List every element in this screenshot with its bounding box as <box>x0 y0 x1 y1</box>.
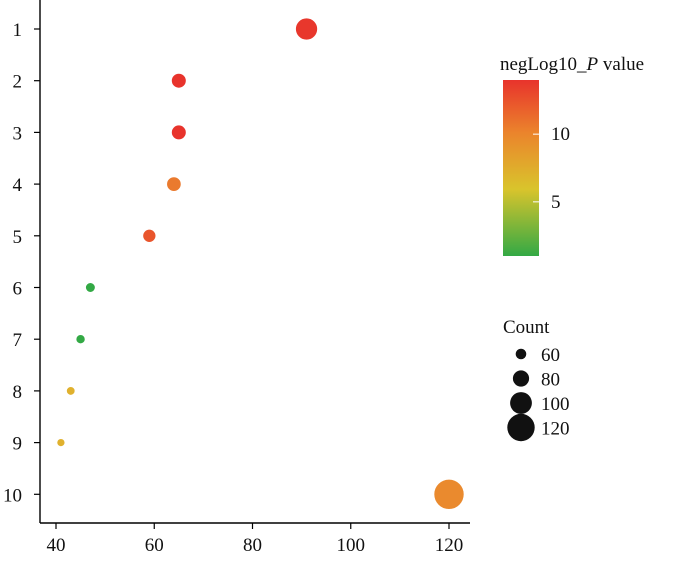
color-legend-title-suffix: value <box>598 54 644 75</box>
y-tick-label: 7 <box>13 330 23 351</box>
x-tick-label: 40 <box>47 535 66 556</box>
color-legend: negLog10_P value 5 10 <box>500 54 644 256</box>
x-tick-label: 60 <box>145 535 164 556</box>
color-legend-title-italic: P <box>586 54 599 75</box>
y-tick-label: 9 <box>13 434 23 455</box>
bubble-point <box>170 72 187 89</box>
size-legend-dot <box>512 370 530 387</box>
y-tick-label: 3 <box>13 123 23 144</box>
bubble-point <box>56 437 66 448</box>
bubble-point <box>294 17 319 41</box>
color-legend-tick-label: 10 <box>551 124 570 145</box>
color-legend-title-prefix: negLog10_ <box>500 54 587 75</box>
bubble-point <box>433 478 465 510</box>
y-tick-label: 2 <box>13 72 23 93</box>
plot-area: 1 2 3 4 5 6 7 8 9 10 40 60 80 100 120 <box>3 0 470 556</box>
y-tick-label: 1 <box>13 20 23 41</box>
color-legend-title: negLog10_P value <box>500 54 644 75</box>
color-legend-tick-label: 5 <box>551 192 561 213</box>
size-legend-label: 60 <box>541 345 560 366</box>
size-legend: Count 60 80 100 120 <box>503 317 570 442</box>
bubble-series <box>56 17 465 510</box>
bubble-point <box>65 385 76 396</box>
color-legend-ticks: 5 10 <box>533 124 570 213</box>
y-axis-ticks: 1 2 3 4 5 6 7 8 9 10 <box>3 20 40 506</box>
size-legend-dot <box>510 392 532 414</box>
y-tick-label: 6 <box>13 279 23 300</box>
x-tick-label: 120 <box>435 535 464 556</box>
bubble-point <box>84 282 96 293</box>
size-legend-dot <box>515 348 527 360</box>
size-legend-label: 80 <box>541 370 560 391</box>
size-legend-items: 60 80 100 120 <box>507 345 570 442</box>
x-tick-label: 80 <box>243 535 262 556</box>
x-axis-ticks: 40 60 80 100 120 <box>47 523 464 556</box>
y-tick-label: 8 <box>13 382 23 403</box>
y-tick-label: 5 <box>13 227 23 248</box>
bubble-point <box>75 334 86 345</box>
x-tick-label: 100 <box>337 535 366 556</box>
y-tick-label: 4 <box>13 175 23 196</box>
bubble-point <box>170 124 187 141</box>
size-legend-title: Count <box>503 317 550 338</box>
bubble-point <box>166 176 182 192</box>
color-legend-bar <box>503 80 539 256</box>
size-legend-label: 100 <box>541 394 570 415</box>
size-legend-label: 120 <box>541 419 570 440</box>
bubble-point <box>142 228 157 243</box>
y-tick-label: 10 <box>3 485 22 506</box>
size-legend-dot <box>507 413 535 442</box>
